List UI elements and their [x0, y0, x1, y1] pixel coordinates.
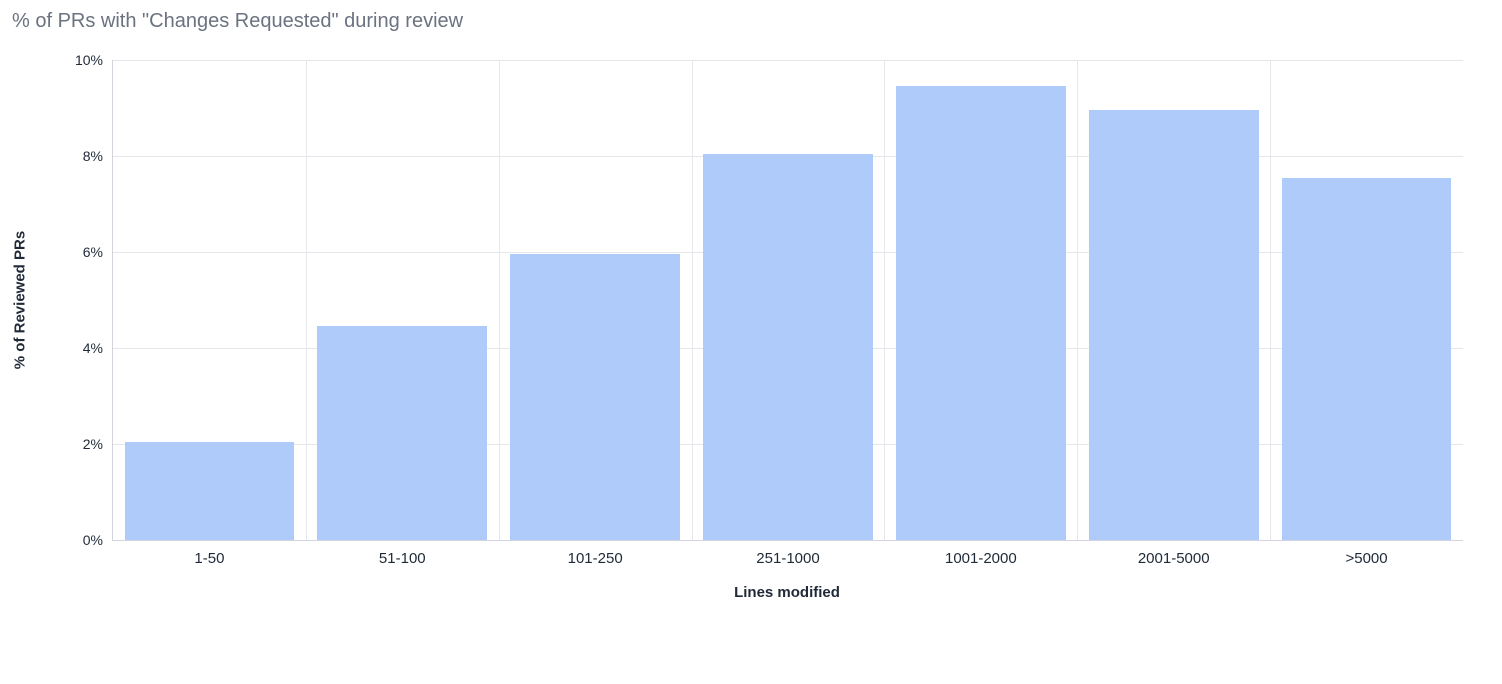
gridline-horizontal [113, 60, 1463, 61]
x-axis-title: Lines modified [734, 584, 840, 601]
plot-area: 0%2%4%6%8%10%1-5051-100101-250251-100010… [112, 60, 1463, 541]
x-tick-label: 2001-5000 [1138, 540, 1210, 567]
bar [896, 86, 1066, 540]
chart-container: % of PRs with "Changes Requested" during… [0, 0, 1502, 684]
y-tick-label: 8% [83, 148, 113, 164]
gridline-vertical [499, 60, 500, 540]
y-tick-label: 0% [83, 532, 113, 548]
y-tick-label: 2% [83, 436, 113, 452]
gridline-vertical [692, 60, 693, 540]
x-tick-label: >5000 [1345, 540, 1387, 567]
x-tick-label: 1-50 [194, 540, 224, 567]
y-tick-label: 4% [83, 340, 113, 356]
x-tick-label: 1001-2000 [945, 540, 1017, 567]
bar [1089, 110, 1259, 540]
x-tick-label: 101-250 [568, 540, 623, 567]
bar [317, 326, 487, 540]
x-tick-label: 251-1000 [756, 540, 819, 567]
gridline-vertical [306, 60, 307, 540]
gridline-vertical [884, 60, 885, 540]
gridline-vertical [1077, 60, 1078, 540]
bar [1282, 178, 1452, 540]
y-tick-label: 10% [75, 52, 113, 68]
chart-title: % of PRs with "Changes Requested" during… [12, 10, 463, 33]
x-tick-label: 51-100 [379, 540, 426, 567]
bar [510, 254, 680, 540]
gridline-vertical [1270, 60, 1271, 540]
y-axis-title: % of Reviewed PRs [12, 231, 29, 369]
bar [125, 442, 295, 540]
y-tick-label: 6% [83, 244, 113, 260]
bar [703, 154, 873, 540]
